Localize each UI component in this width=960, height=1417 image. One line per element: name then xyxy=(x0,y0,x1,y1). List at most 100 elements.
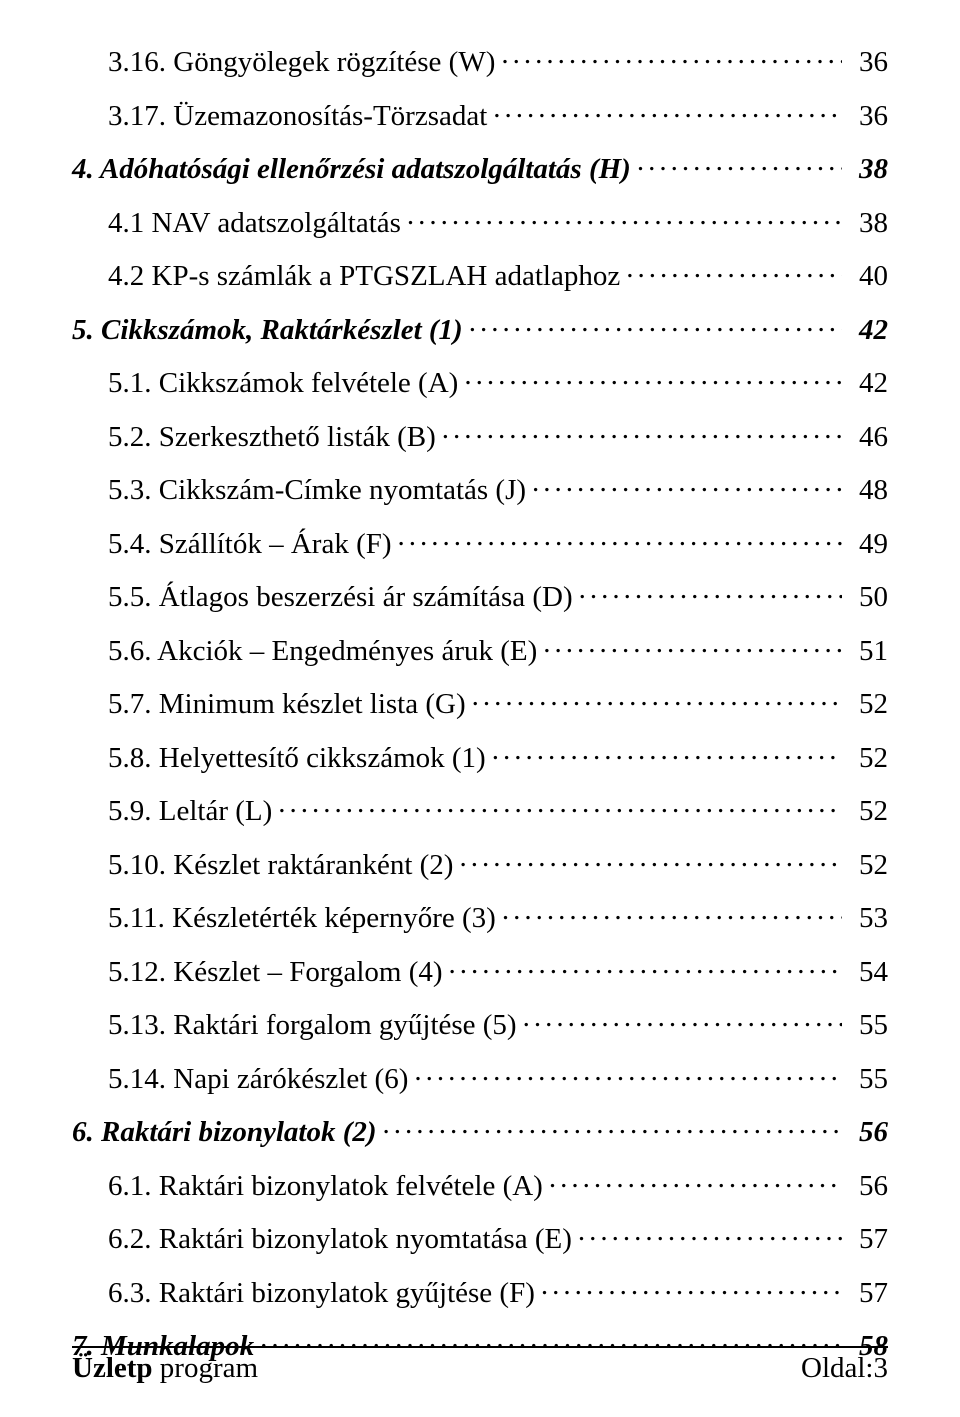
footer-page-number: Oldal:3 xyxy=(801,1352,888,1385)
toc-entry: 4.2 KP-s számlák a PTGSZLAH adatlaphoz 40 xyxy=(72,256,888,291)
toc-entry-title: 6.1. Raktári bizonylatok felvétele (A) xyxy=(108,1172,549,1201)
toc-entry-page: 36 xyxy=(842,48,888,77)
toc-entry-page: 57 xyxy=(842,1225,888,1254)
footer-row: Üzletp program Oldal:3 xyxy=(72,1352,888,1385)
toc-leaders xyxy=(472,684,842,713)
toc-entry-title: 5.6. Akciók – Engedményes áruk (E) xyxy=(108,637,543,666)
toc-leaders xyxy=(383,1112,842,1141)
toc-entry-page: 52 xyxy=(842,797,888,826)
toc-entry-page: 51 xyxy=(842,637,888,666)
toc-entry-page: 52 xyxy=(842,851,888,880)
toc-leaders xyxy=(407,203,842,232)
toc-entry-page: 48 xyxy=(842,476,888,505)
toc-entry-page: 49 xyxy=(842,530,888,559)
toc-entry: 5.8. Helyettesítő cikkszámok (1) 52 xyxy=(72,738,888,773)
toc-entry: 5. Cikkszámok, Raktárkészlet (1)42 xyxy=(72,310,888,345)
toc-leaders xyxy=(493,96,842,125)
toc-entry: 5.10. Készlet raktáranként (2) 52 xyxy=(72,845,888,880)
toc-entry: 5.12. Készlet – Forgalom (4) 54 xyxy=(72,952,888,987)
footer-left-rest: program xyxy=(153,1352,259,1384)
toc-entry: 5.4. Szállítók – Árak (F) 49 xyxy=(72,524,888,559)
toc-entry-page: 42 xyxy=(842,369,888,398)
toc-leaders xyxy=(541,1273,842,1302)
toc-entry: 5.5. Átlagos beszerzési ár számítása (D)… xyxy=(72,577,888,612)
toc-entry-title: 6.2. Raktári bizonylatok nyomtatása (E) xyxy=(108,1225,578,1254)
toc-entry-page: 55 xyxy=(842,1011,888,1040)
footer-left-bold: Üzletp xyxy=(72,1352,153,1384)
toc-leaders xyxy=(464,363,842,392)
toc-entry: 5.7. Minimum készlet lista (G) 52 xyxy=(72,684,888,719)
toc-entry-title: 6. Raktári bizonylatok (2) xyxy=(72,1118,383,1147)
toc-entry-title: 5.3. Cikkszám-Címke nyomtatás (J) xyxy=(108,476,532,505)
footer-rule xyxy=(72,1346,888,1348)
toc-entry-title: 5.1. Cikkszámok felvétele (A) xyxy=(108,369,464,398)
toc-entry-title: 3.17. Üzemazonosítás-Törzsadat xyxy=(108,102,493,131)
toc-entry-title: 4. Adóhatósági ellenőrzési adatszolgálta… xyxy=(72,155,637,184)
toc-entry-title: 5.8. Helyettesítő cikkszámok (1) xyxy=(108,744,492,773)
toc-entry: 5.13. Raktári forgalom gyűjtése (5) 55 xyxy=(72,1005,888,1040)
toc-entry-page: 57 xyxy=(842,1279,888,1308)
toc-entry-title: 3.16. Göngyölegek rögzítése (W) xyxy=(108,48,501,77)
page: 3.16. Göngyölegek rögzítése (W)363.17. Ü… xyxy=(0,0,960,1417)
toc-entry: 5.6. Akciók – Engedményes áruk (E) 51 xyxy=(72,631,888,666)
toc-leaders xyxy=(278,791,842,820)
toc-entry-title: 5.11. Készletérték képernyőre (3) xyxy=(108,904,502,933)
toc-leaders xyxy=(449,952,842,981)
toc-entry: 3.17. Üzemazonosítás-Törzsadat 36 xyxy=(72,96,888,131)
toc-entry-page: 50 xyxy=(842,583,888,612)
toc-entry-page: 36 xyxy=(842,102,888,131)
toc-entry: 6. Raktári bizonylatok (2) 56 xyxy=(72,1112,888,1147)
toc-entry: 5.1. Cikkszámok felvétele (A) 42 xyxy=(72,363,888,398)
toc-leaders xyxy=(442,417,842,446)
toc-leaders xyxy=(459,845,842,874)
toc-entry: 6.2. Raktári bizonylatok nyomtatása (E) 5… xyxy=(72,1219,888,1254)
toc-leaders xyxy=(579,577,842,606)
toc-entry: 6.3. Raktári bizonylatok gyűjtése (F) 57 xyxy=(72,1273,888,1308)
toc-entry-page: 40 xyxy=(842,262,888,291)
toc-entry-title: 5.14. Napi zárókészlet (6) xyxy=(108,1065,414,1094)
toc-entry-title: 5.2. Szerkeszthető listák (B) xyxy=(108,423,442,452)
toc-entry: 5.14. Napi zárókészlet (6) 55 xyxy=(72,1059,888,1094)
toc-leaders xyxy=(578,1219,842,1248)
toc-leaders xyxy=(492,738,842,767)
toc-leaders xyxy=(414,1059,842,1088)
toc-leaders xyxy=(549,1166,842,1195)
toc-entry: 4.1 NAV adatszolgáltatás 38 xyxy=(72,203,888,238)
toc-entry: 6.1. Raktári bizonylatok felvétele (A)56 xyxy=(72,1166,888,1201)
toc-entry-title: 5.13. Raktári forgalom gyűjtése (5) xyxy=(108,1011,523,1040)
toc-leaders xyxy=(501,42,842,71)
toc-entry-title: 5.5. Átlagos beszerzési ár számítása (D) xyxy=(108,583,579,612)
toc-entry-title: 5.7. Minimum készlet lista (G) xyxy=(108,690,472,719)
toc-entry-page: 54 xyxy=(842,958,888,987)
toc-leaders xyxy=(543,631,842,660)
toc-entry-page: 52 xyxy=(842,690,888,719)
toc-entry-title: 4.2 KP-s számlák a PTGSZLAH adatlaphoz xyxy=(108,262,626,291)
toc-entry-title: 5.4. Szállítók – Árak (F) xyxy=(108,530,398,559)
toc-entry-page: 56 xyxy=(842,1118,888,1147)
toc-entry-page: 55 xyxy=(842,1065,888,1094)
toc-entry-title: 5.12. Készlet – Forgalom (4) xyxy=(108,958,449,987)
toc-leaders xyxy=(398,524,842,553)
table-of-contents: 3.16. Göngyölegek rögzítése (W)363.17. Ü… xyxy=(72,42,888,1361)
toc-entry-title: 4.1 NAV adatszolgáltatás xyxy=(108,209,407,238)
toc-entry: 5.2. Szerkeszthető listák (B) 46 xyxy=(72,417,888,452)
toc-entry: 3.16. Göngyölegek rögzítése (W) 36 xyxy=(72,42,888,77)
toc-entry-page: 53 xyxy=(842,904,888,933)
toc-entry-page: 38 xyxy=(842,155,888,184)
toc-leaders xyxy=(626,256,842,285)
page-footer: Üzletp program Oldal:3 xyxy=(72,1346,888,1385)
toc-leaders xyxy=(469,310,842,339)
toc-entry: 5.3. Cikkszám-Címke nyomtatás (J) 48 xyxy=(72,470,888,505)
toc-entry: 5.9. Leltár (L) 52 xyxy=(72,791,888,826)
toc-entry: 4. Adóhatósági ellenőrzési adatszolgálta… xyxy=(72,149,888,184)
toc-leaders xyxy=(523,1005,842,1034)
toc-entry-page: 52 xyxy=(842,744,888,773)
toc-entry-title: 6.3. Raktári bizonylatok gyűjtése (F) xyxy=(108,1279,541,1308)
toc-entry-title: 5.10. Készlet raktáranként (2) xyxy=(108,851,459,880)
toc-entry-page: 46 xyxy=(842,423,888,452)
toc-entry-page: 38 xyxy=(842,209,888,238)
toc-leaders xyxy=(532,470,842,499)
toc-entry-title: 5.9. Leltár (L) xyxy=(108,797,278,826)
toc-entry-page: 42 xyxy=(842,316,888,345)
toc-leaders xyxy=(502,898,842,927)
